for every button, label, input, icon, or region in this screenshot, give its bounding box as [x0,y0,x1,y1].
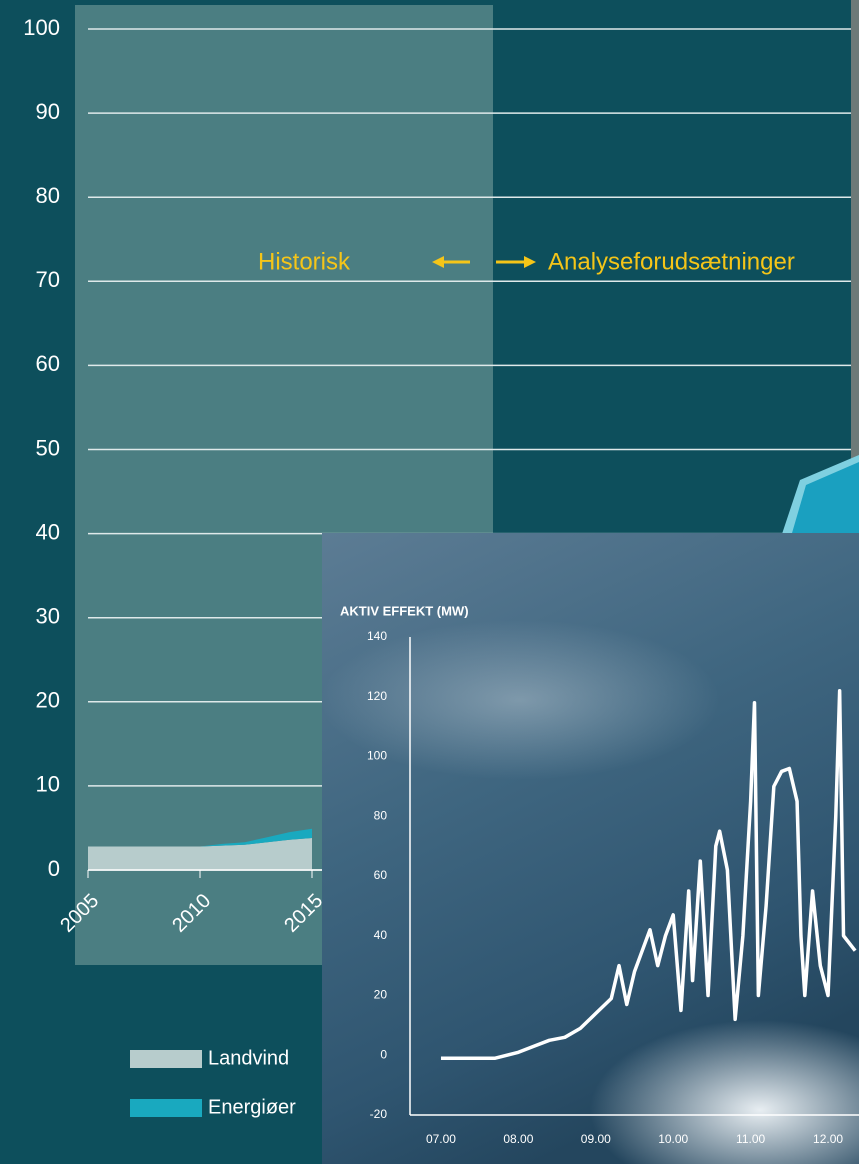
y-tick-label: 100 [23,15,60,40]
x-tick-label: 12.00 [813,1132,843,1146]
y-tick-label: 90 [36,99,60,124]
y-tick-label: 60 [374,868,388,882]
overlay: AKTIV EFFEKT (MW) -20 0 20 40 60 80 100 120 140 07… [322,533,859,1164]
y-tick-label: 40 [374,928,388,942]
x-tick-label: 08.00 [503,1132,533,1146]
chart-2: AKTIV EFFEKT (MW) -20 0 20 40 60 80 100 120 140 07… [340,603,859,1146]
line [440,689,857,1060]
legend-label: Landvind [208,1047,289,1069]
chart-title: AKTIV EFFEKT (MW) [340,603,469,618]
legend-label: Energiøer [208,1096,296,1118]
y-tick-label: 0 [48,856,60,881]
y-tick-label: 20 [374,988,388,1002]
annotation: Historisk [258,248,351,275]
cloud [322,620,720,780]
y-tick-label: 30 [36,604,60,629]
y-tick-label: 0 [380,1047,387,1061]
y-tick-label: 80 [374,808,388,822]
y-tick-label: 20 [36,688,60,713]
annotation: Analyseforudsætninger [548,248,795,275]
legend-swatch [130,1099,202,1117]
x-tick-label: 07.00 [426,1132,456,1146]
y-tick-label: -20 [370,1107,388,1121]
legend-swatch [130,1050,202,1068]
y-tick-label: 70 [36,267,60,292]
cloud [590,1020,859,1164]
x-tick-label: 11.00 [736,1132,765,1146]
y-tick-label: 50 [36,435,60,460]
photo [851,0,859,480]
y-tick-label: 100 [367,749,387,763]
y-tick-label: 40 [36,519,60,544]
arrows [432,256,536,268]
y-tick-label: 60 [36,351,60,376]
y-tick-label: 120 [367,689,387,703]
y-tick-label: 80 [36,183,60,208]
y-tick-label: 140 [367,629,387,643]
x-tick-label: 09.00 [581,1132,611,1146]
area [88,838,312,870]
shape [790,462,859,540]
y-tick-label: 10 [36,772,60,797]
x-tick-label: 10.00 [658,1132,688,1146]
area [88,828,312,847]
